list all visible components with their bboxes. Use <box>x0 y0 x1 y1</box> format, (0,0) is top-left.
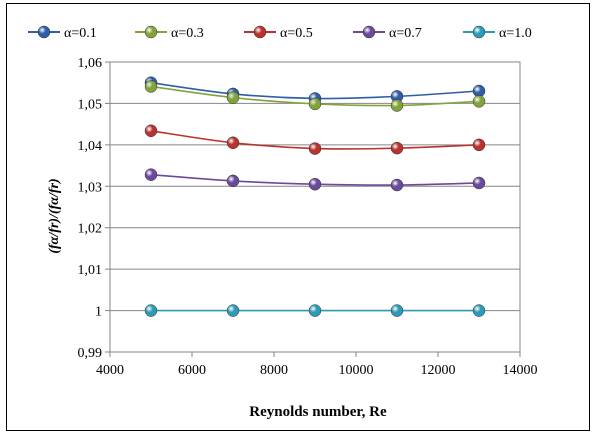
legend-label: α=0.3 <box>171 26 204 41</box>
data-point <box>308 177 322 191</box>
plot-area-border <box>109 61 521 353</box>
legend-label: α=0.5 <box>280 26 313 41</box>
data-point <box>390 178 404 192</box>
legend-marker <box>253 25 267 39</box>
legend-label: α=0.1 <box>64 26 97 41</box>
data-point <box>308 142 322 155</box>
data-point <box>144 80 158 93</box>
y-tick-label: 1,06 <box>78 56 103 71</box>
data-point <box>226 136 240 150</box>
legend-marker <box>472 25 486 39</box>
y-tick-labels: 0,99 1 1,01 1,02 1,03 1,04 1,05 1,06 <box>78 56 103 361</box>
x-tick-label: 8000 <box>260 363 288 378</box>
series-points <box>144 76 486 317</box>
chart-frame <box>6 3 590 431</box>
y-axis-title: (fα/fr)/(fα/fr) <box>47 178 62 253</box>
data-point <box>390 141 404 155</box>
y-tick-label: 1,03 <box>78 180 103 195</box>
data-point <box>226 91 240 104</box>
x-tick-label: 10000 <box>339 363 374 378</box>
data-point <box>144 304 158 317</box>
data-point <box>390 99 404 112</box>
data-point <box>226 304 240 317</box>
y-tick-label: 1,05 <box>78 97 103 112</box>
y-tick-label: 1 <box>95 305 102 320</box>
x-tick-label: 6000 <box>178 363 206 378</box>
legend-marker <box>362 25 376 39</box>
x-axis-title: Reynolds number, Re <box>249 404 387 420</box>
y-tick-label: 1,01 <box>78 263 103 278</box>
data-point <box>308 97 322 111</box>
legend-marker <box>37 25 51 39</box>
series-lines <box>150 81 480 312</box>
data-point <box>308 304 322 317</box>
data-point <box>226 174 240 188</box>
x-tick-label: 12000 <box>421 363 456 378</box>
legend: α=0.1 α=0.3 α=0.5 α=0.7 α=1.0 <box>28 25 532 41</box>
y-tick-label: 1,04 <box>78 139 103 154</box>
legend-marker <box>144 25 158 39</box>
data-point <box>144 124 158 138</box>
legend-label: α=0.7 <box>389 26 422 41</box>
y-tick-label: 1,02 <box>78 222 103 237</box>
x-tick-labels: 4000 6000 8000 10000 12000 14000 <box>96 363 538 378</box>
x-tick-label: 14000 <box>503 363 538 378</box>
legend-label: α=1.0 <box>499 26 532 41</box>
data-point <box>472 95 486 108</box>
data-point <box>472 138 486 152</box>
data-point <box>390 304 404 317</box>
data-point <box>144 168 158 181</box>
x-tick-label: 4000 <box>96 363 124 378</box>
data-point <box>472 176 486 190</box>
data-point <box>472 304 486 317</box>
y-tick-label: 0,99 <box>78 346 103 361</box>
